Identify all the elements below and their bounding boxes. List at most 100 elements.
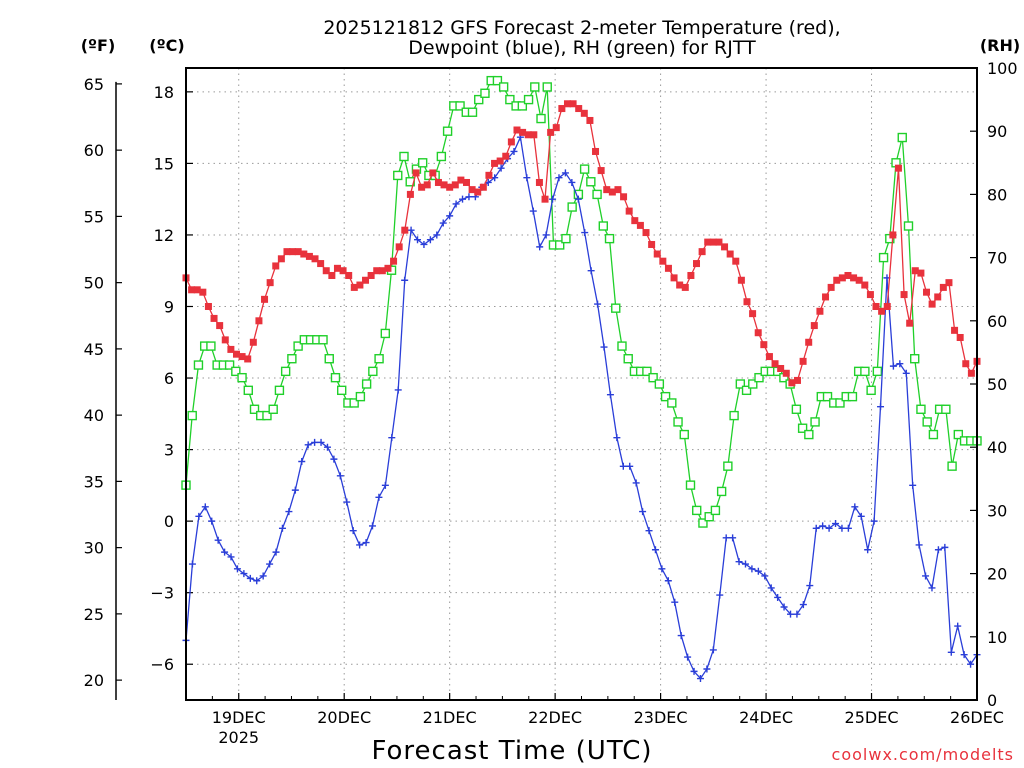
2-meter-temperature-point (390, 257, 398, 265)
rh-point (523, 94, 534, 105)
2-meter-temperature-point (614, 186, 622, 194)
2-meter-temperature-point (429, 169, 437, 177)
2-meter-temperature-point (743, 298, 751, 306)
2-meter-temperature-point (524, 131, 532, 139)
2-meter-temperature-point (822, 293, 830, 301)
rh-point (231, 366, 241, 377)
rh-point (349, 398, 359, 408)
dewpoint-point (606, 391, 614, 399)
chart-title-line1: 2025121812 GFS Forecast 2-meter Temperat… (323, 17, 840, 39)
2-meter-temperature-point (367, 271, 375, 279)
celsius-tick-label: 9 (164, 297, 174, 316)
rh-point (330, 372, 341, 383)
2-meter-temperature-point (317, 260, 325, 268)
dewpoint-point (947, 648, 955, 656)
2-meter-temperature-point (210, 314, 218, 322)
rh-point (723, 461, 733, 471)
2-meter-temperature-point (255, 317, 263, 325)
2-meter-temperature-point (491, 159, 499, 167)
2-meter-temperature-point (855, 276, 863, 284)
dewpoint-point (632, 479, 640, 487)
rh-unit-label: (RH) (980, 36, 1020, 55)
x-axis-title: Forecast Time (UTC) (371, 736, 652, 766)
dewpoint-point (581, 229, 589, 237)
fahrenheit-tick-label: 55 (84, 207, 104, 226)
2-meter-temperature-point (928, 300, 936, 308)
2-meter-temperature-point (805, 338, 813, 346)
rh-point (561, 233, 571, 244)
2-meter-temperature-point (934, 293, 942, 301)
celsius-tick-label: 18 (154, 83, 174, 102)
dewpoint-point (928, 584, 936, 592)
2-meter-temperature-point (631, 217, 639, 225)
rh-point (505, 94, 515, 105)
dewpoint-point (761, 572, 769, 580)
2-meter-temperature-point (726, 250, 734, 258)
2-meter-temperature-point (906, 319, 914, 327)
dewpoint-point (381, 481, 389, 489)
dewpoint-point (221, 548, 229, 556)
2-meter-temperature-point (221, 336, 229, 344)
2-meter-temperature-point (844, 271, 852, 279)
dewpoint-point (729, 534, 737, 542)
celsius-tick-label: −6 (150, 655, 174, 674)
dewpoint-point (368, 522, 376, 530)
2-meter-temperature-point (322, 267, 330, 275)
dewpoint-point (877, 403, 885, 411)
dewpoint-point (896, 360, 904, 368)
rh-point (673, 417, 683, 427)
dewpoint-point (195, 512, 203, 520)
rh-tick-label: 10 (987, 628, 1007, 647)
dewpoint-point (716, 591, 724, 599)
2-meter-temperature-point (384, 264, 392, 272)
dewpoint-point (529, 207, 537, 215)
rh-point (642, 366, 652, 377)
rh-point (287, 354, 297, 364)
rh-point (878, 252, 889, 263)
rh-point (579, 164, 590, 174)
dewpoint-point (394, 386, 402, 394)
dewpoint-point (208, 517, 216, 525)
dewpoint-point (356, 541, 364, 549)
2-meter-temperature-point (782, 369, 790, 377)
rh-point (455, 101, 465, 111)
dewpoint-point (754, 567, 762, 575)
rh-point (611, 303, 621, 313)
x-tick-label: 25DEC (845, 708, 899, 727)
dewpoint-point (922, 572, 930, 580)
rh-point (268, 404, 278, 414)
dewpoint-point (330, 455, 338, 463)
2-meter-temperature-point (698, 248, 706, 256)
dewpoint-point (902, 369, 910, 377)
2-meter-temperature-point (569, 100, 577, 108)
dewpoint-point (594, 300, 602, 308)
2-meter-temperature-point (872, 302, 880, 310)
fahrenheit-tick-label: 65 (84, 75, 104, 94)
rh-tick-label: 60 (987, 312, 1007, 331)
2-meter-temperature-point (289, 248, 297, 256)
2-meter-temperature-point (333, 264, 341, 272)
celsius-tick-label: 15 (154, 154, 174, 173)
credit-text: coolwx.com/modelts (832, 745, 1014, 764)
2-meter-temperature-point (653, 250, 661, 258)
2-meter-temperature-point (945, 279, 953, 287)
2-meter-temperature-point (530, 131, 538, 139)
rh-point (262, 410, 272, 421)
dewpoint-point (696, 675, 704, 683)
dewpoint-point (600, 343, 608, 351)
fahrenheit-tick-label: 20 (84, 671, 104, 690)
dewpoint-point (375, 493, 383, 501)
rh-point (280, 366, 291, 377)
2-meter-temperature-point (754, 329, 762, 337)
2-meter-temperature-point (227, 345, 235, 353)
rh-point (897, 132, 907, 143)
rh-point (592, 189, 602, 200)
dewpoint-point (967, 660, 975, 668)
dewpoint-point (407, 226, 415, 234)
celsius-tick-label: 3 (164, 441, 174, 460)
dewpoint-point (259, 572, 267, 580)
rh-point (953, 429, 964, 440)
rh-point (542, 82, 552, 92)
dewpoint-point (561, 169, 569, 177)
dewpoint-point (465, 193, 473, 201)
